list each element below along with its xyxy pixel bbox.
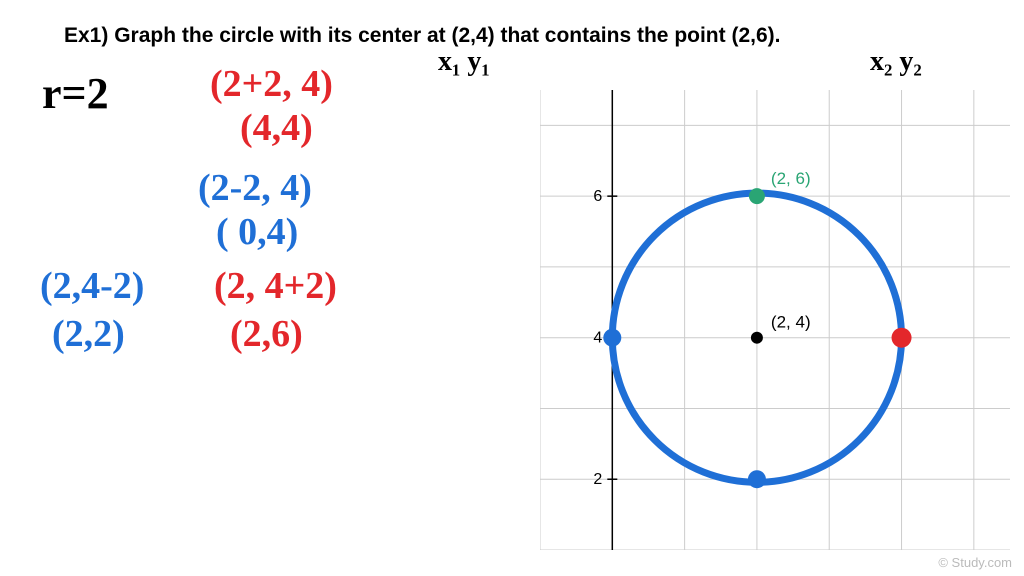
problem-text: Ex1) Graph the circle with its center at…	[64, 24, 780, 48]
calc4b: (2,6)	[230, 312, 303, 356]
graph-svg: 2 4 6 (2, 4) (2, 6)	[540, 90, 1010, 550]
svg-text:4: 4	[593, 330, 602, 347]
watermark: © Study.com	[938, 555, 1012, 570]
svg-text:(2, 6): (2, 6)	[771, 169, 811, 188]
calc4a: (2, 4+2)	[214, 264, 337, 308]
calc3b: (2,2)	[52, 312, 125, 356]
calc2b: ( 0,4)	[216, 210, 298, 254]
xy2-annotation: x₂ y₂	[870, 46, 922, 78]
calc3a: (2,4-2)	[40, 264, 144, 308]
svg-text:(2, 4): (2, 4)	[771, 313, 811, 332]
svg-text:2: 2	[593, 471, 602, 488]
svg-text:6: 6	[593, 188, 602, 205]
calc1b: (4,4)	[240, 106, 313, 150]
calc2a: (2-2, 4)	[198, 166, 312, 210]
calc1a: (2+2, 4)	[210, 62, 333, 106]
xy1-annotation: x₁ y₁	[438, 46, 490, 78]
r-equals: r=2	[42, 68, 109, 119]
graph: 2 4 6 (2, 4) (2, 6)	[540, 90, 1010, 550]
